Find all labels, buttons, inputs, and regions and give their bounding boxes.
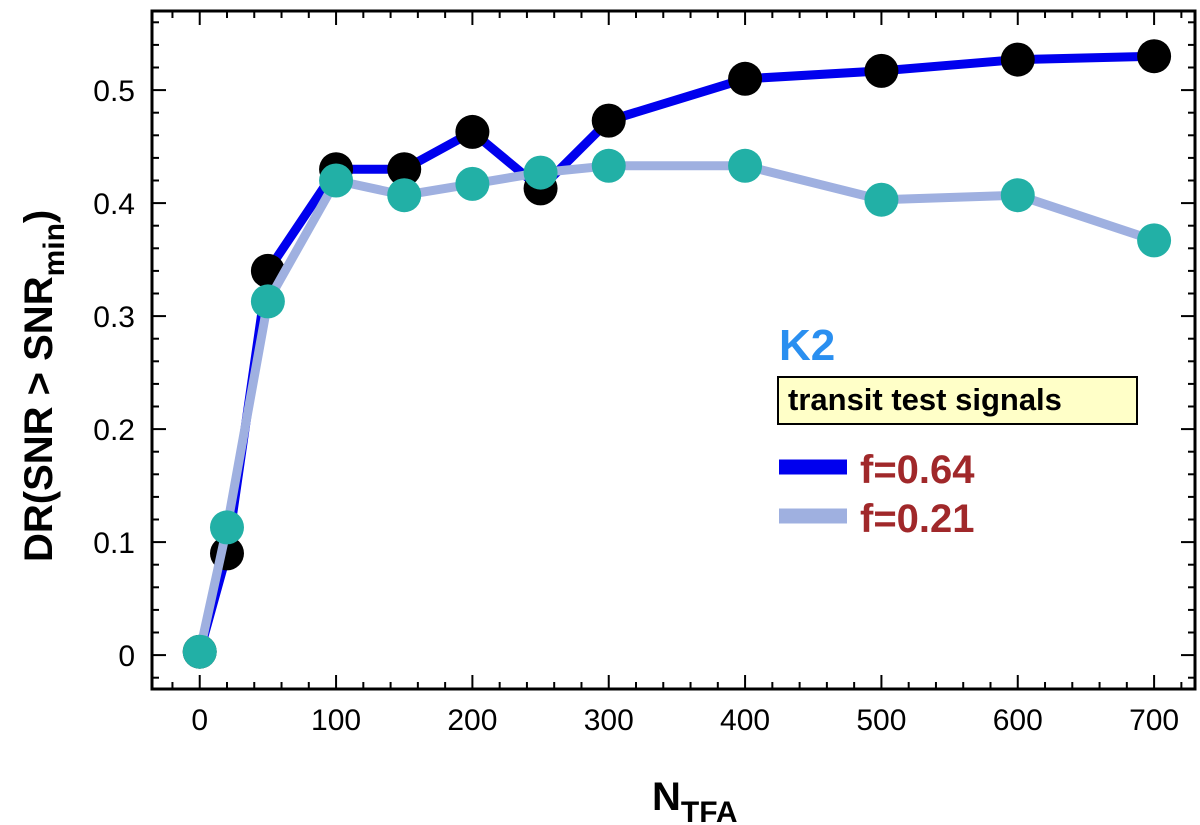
data-point-1	[591, 148, 626, 183]
data-point-1	[209, 510, 244, 545]
data-point-0	[591, 103, 626, 138]
x-tick-label: 300	[584, 704, 634, 737]
legend-label-f064: f=0.64	[860, 448, 975, 492]
data-point-0	[387, 152, 422, 187]
data-point-0	[1137, 39, 1172, 74]
x-tick-label: 100	[311, 704, 361, 737]
axis-ticks	[152, 11, 1195, 689]
data-point-1	[319, 163, 354, 198]
x-tick-label: 200	[447, 704, 497, 737]
data-point-1	[182, 634, 217, 669]
plot-frame	[150, 9, 1197, 691]
y-tick-label: 0.1	[93, 527, 135, 560]
annotation-box	[777, 376, 1138, 425]
y-tick-label: 0.3	[93, 301, 135, 334]
series-line-1	[195, 161, 1159, 657]
y-tick-label: 0.2	[93, 414, 135, 447]
y-tick-label: 0.5	[93, 75, 135, 108]
data-point-1	[864, 182, 899, 217]
data-point-1	[1000, 178, 1035, 213]
y-tick-label: 0.4	[93, 188, 135, 221]
data-point-1	[455, 166, 490, 201]
data-point-1	[1137, 223, 1172, 258]
y-tick-label: 0	[118, 640, 135, 673]
annotation-box-label: transit test signals	[788, 382, 1062, 417]
data-point-0	[728, 61, 763, 96]
x-axis-title: NTFA	[652, 775, 738, 825]
data-point-0	[1000, 42, 1035, 77]
data-series	[182, 39, 1172, 669]
data-point-0	[455, 114, 490, 149]
series-line-0	[195, 51, 1159, 657]
x-tick-label: 500	[856, 704, 906, 737]
data-point-1	[728, 148, 763, 183]
axis-tick-labels: 0 100 200 300 400 500 600 700 0 0.1 0.2 0.3 0.4 0.5	[93, 75, 1179, 737]
data-point-1	[387, 178, 422, 213]
x-tick-label: 400	[720, 704, 770, 737]
x-tick-label: 0	[191, 704, 208, 737]
x-tick-label: 700	[1129, 704, 1179, 737]
legend-label-f021: f=0.21	[860, 497, 975, 541]
data-point-0	[864, 53, 899, 88]
y-axis-title: DR(SNR > SNRmin)	[17, 210, 71, 562]
x-tick-label: 600	[993, 704, 1043, 737]
data-point-1	[250, 284, 285, 319]
dataset-label: K2	[779, 321, 835, 370]
data-point-1	[523, 155, 558, 190]
